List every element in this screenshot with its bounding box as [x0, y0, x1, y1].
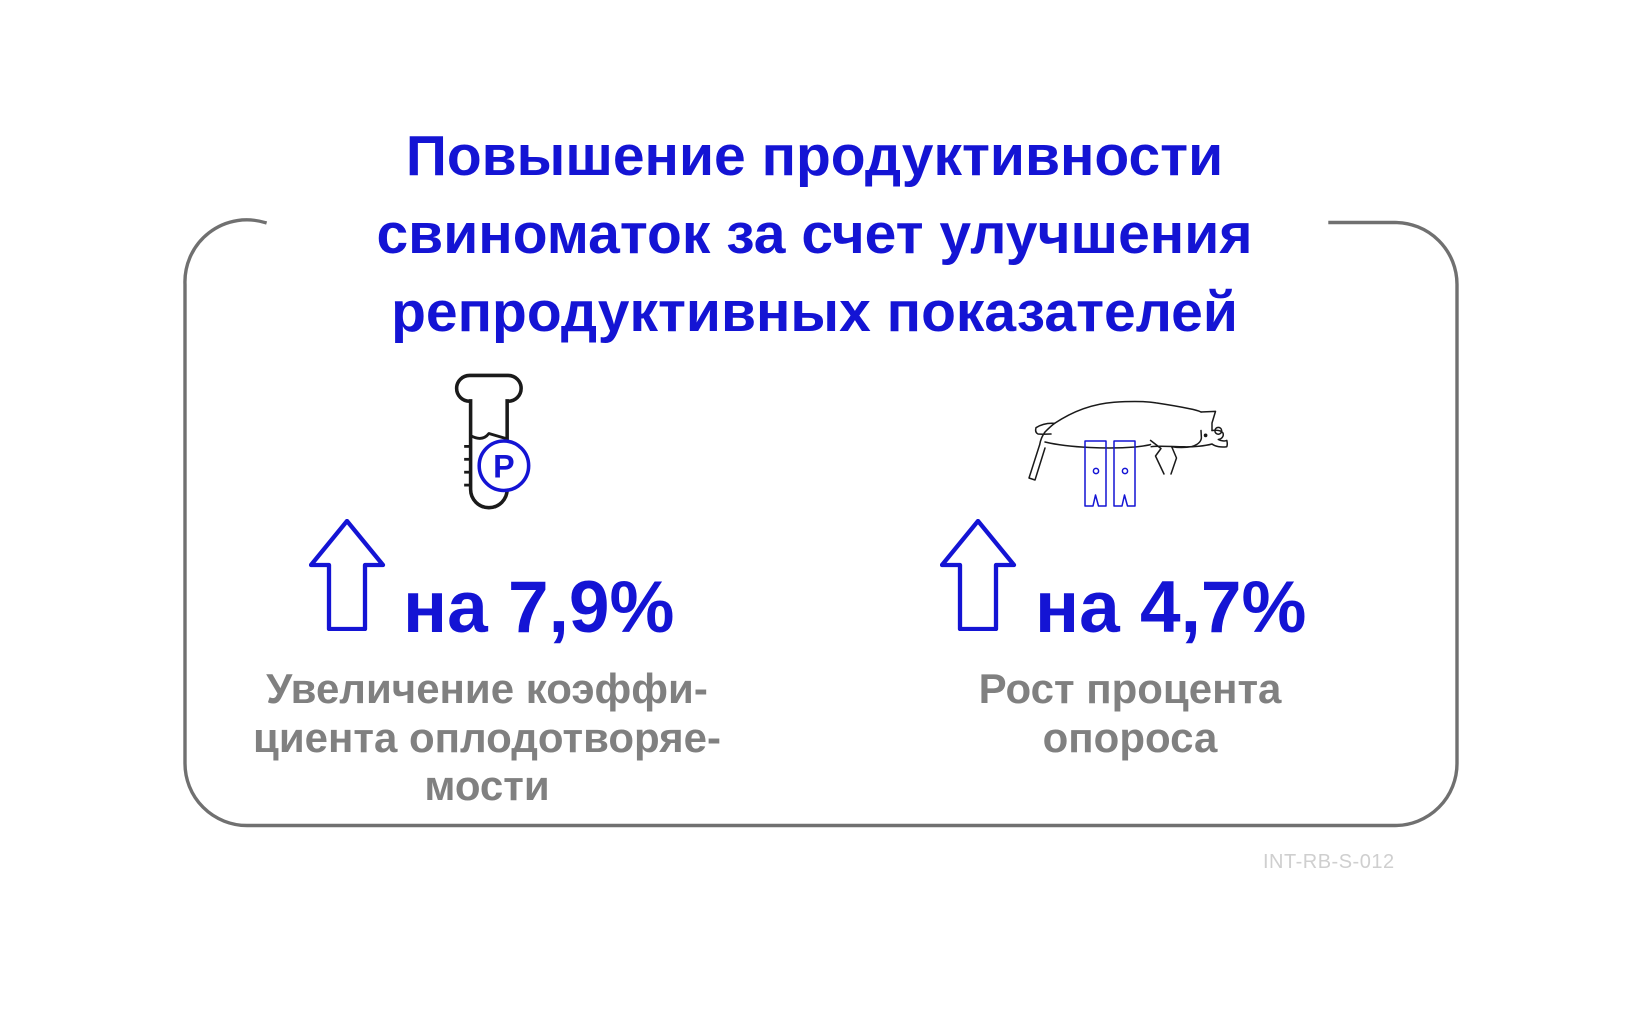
svg-text:P: P [493, 449, 515, 485]
